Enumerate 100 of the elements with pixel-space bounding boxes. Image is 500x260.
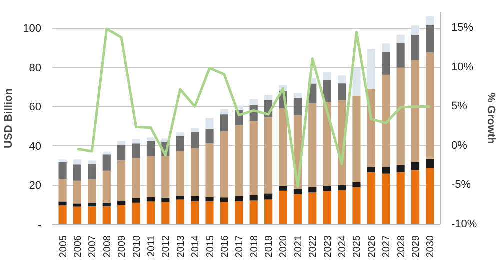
- y-tick-label: 60: [29, 102, 42, 114]
- bar: [206, 128, 214, 144]
- bar: [426, 158, 434, 168]
- x-tick-label: 2012: [161, 235, 172, 258]
- x-tick-label: 2005: [58, 235, 70, 258]
- bar: [73, 180, 82, 204]
- bar: [73, 164, 82, 181]
- bar: [250, 121, 258, 196]
- x-tick-label: 2025: [352, 235, 364, 258]
- bar: [264, 194, 273, 200]
- bar: [220, 202, 228, 224]
- bar: [191, 148, 200, 196]
- bar: [73, 160, 82, 165]
- bar: [382, 174, 390, 224]
- bar: [396, 34, 405, 44]
- bar: [250, 99, 258, 106]
- x-tick-label: 2014: [190, 235, 202, 258]
- bar: [132, 140, 140, 144]
- bar: [146, 197, 156, 202]
- bar: [250, 200, 258, 224]
- bar: [132, 202, 140, 224]
- bar: [191, 128, 200, 132]
- y-tick-label: -: [38, 220, 42, 232]
- bar: [323, 80, 332, 102]
- bar: [396, 43, 405, 68]
- bar: [367, 167, 376, 172]
- bar: [206, 143, 214, 198]
- bar: [102, 202, 111, 206]
- y-tick-label: 20: [29, 180, 42, 192]
- bar: [176, 136, 184, 152]
- bar: [308, 187, 317, 193]
- bar: [426, 168, 434, 224]
- bar: [279, 186, 288, 191]
- x-tick-label: 2024: [338, 235, 349, 258]
- x-tick-label: 2011: [146, 235, 158, 258]
- bar: [411, 60, 420, 162]
- bar: [206, 118, 214, 129]
- y2-tick-label: 10%: [452, 61, 474, 74]
- bar: [396, 68, 405, 166]
- x-tick-label: 2006: [72, 235, 84, 258]
- bar: [308, 192, 317, 224]
- bar: [118, 200, 126, 206]
- bar: [264, 200, 273, 224]
- bar: [323, 191, 332, 224]
- bar: [338, 84, 346, 100]
- y-axis-title: USD Billion: [3, 88, 16, 148]
- bar: [206, 197, 214, 202]
- y-tick-label: 40: [29, 140, 42, 153]
- bar: [58, 202, 67, 206]
- bar: [279, 108, 288, 186]
- bar: [73, 204, 82, 207]
- x-tick-label: 2010: [132, 235, 143, 258]
- bar: [146, 141, 156, 156]
- x-tick-label: 2008: [102, 235, 114, 258]
- bar: [352, 96, 361, 182]
- bar: [411, 162, 420, 170]
- bar: [235, 196, 244, 202]
- bar: [250, 195, 258, 201]
- bar: [235, 202, 244, 224]
- bar: [323, 72, 332, 80]
- y-tick-label: 100: [23, 23, 42, 36]
- x-tick-label: 2029: [411, 235, 422, 258]
- bar: [411, 170, 420, 224]
- bar: [220, 114, 228, 132]
- bar: [220, 132, 228, 198]
- bar: [118, 205, 126, 224]
- bar: [88, 180, 96, 203]
- bar: [176, 196, 184, 200]
- bar: [338, 184, 346, 191]
- bar: [294, 93, 302, 98]
- x-tick-label: 2028: [396, 235, 408, 258]
- bar: [58, 179, 67, 202]
- bar: [146, 202, 156, 224]
- bar: [132, 198, 140, 203]
- y2-axis-title: % Growth: [485, 92, 498, 144]
- x-tick-label: 2016: [220, 235, 231, 258]
- y2-tick-label: -10%: [452, 218, 478, 230]
- bar: [264, 118, 273, 194]
- bar: [118, 141, 126, 145]
- bar: [118, 144, 126, 161]
- bar: [426, 16, 434, 26]
- bar: [382, 74, 390, 167]
- bar: [426, 52, 434, 159]
- bar: [352, 68, 361, 96]
- x-tick-label: 2015: [205, 235, 216, 258]
- bar: [191, 132, 200, 148]
- bar: [396, 172, 405, 224]
- bar: [367, 172, 376, 224]
- x-tick-label: 2017: [234, 235, 246, 258]
- bar: [102, 154, 111, 171]
- bar: [308, 103, 317, 188]
- bar: [88, 206, 96, 224]
- x-tick-label: 2019: [264, 235, 276, 258]
- bar: [191, 196, 200, 202]
- x-tick-label: 2030: [426, 235, 437, 258]
- bar: [323, 102, 332, 186]
- bar: [162, 156, 170, 198]
- y2-tick-label: -5%: [452, 179, 472, 192]
- y-tick-label: 80: [29, 62, 42, 74]
- x-tick-label: 2022: [308, 235, 320, 258]
